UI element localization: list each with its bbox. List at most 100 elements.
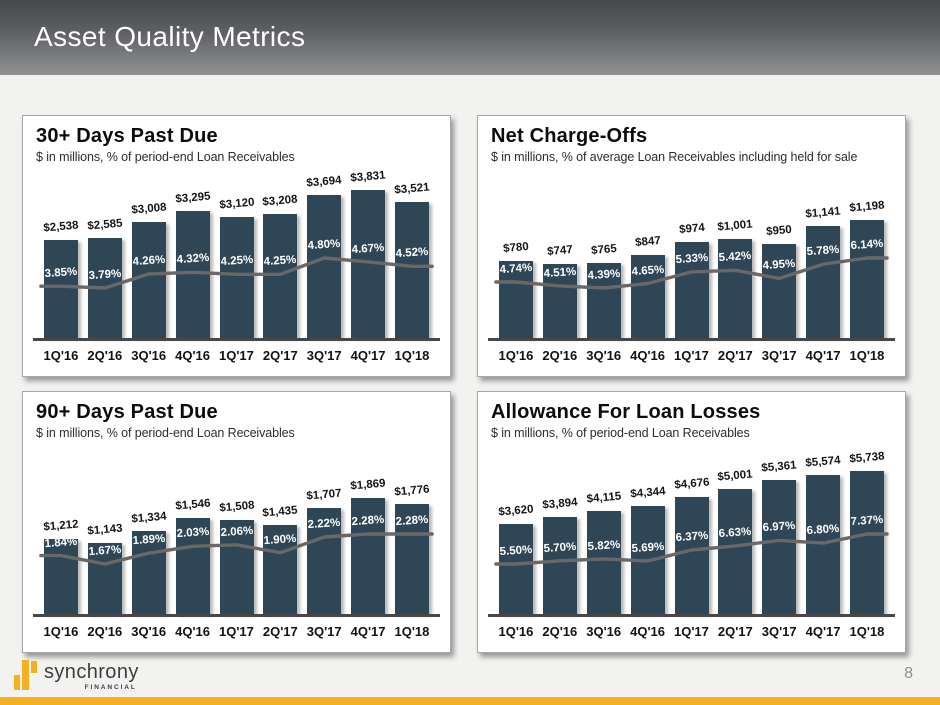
bar [498, 523, 533, 614]
x-axis-label: 1Q'17 [673, 348, 709, 363]
bar [674, 497, 709, 614]
bar [43, 239, 78, 338]
x-axis-label: 4Q'17 [805, 624, 841, 639]
x-axis-label: 3Q'16 [586, 348, 622, 363]
bar [87, 543, 122, 614]
chart-panel-90-days-past-due: 90+ Days Past Due $ in millions, % of pe… [22, 391, 451, 653]
x-axis-label: 1Q'17 [673, 624, 709, 639]
x-axis-label: 3Q'16 [131, 348, 167, 363]
x-axis-label: 2Q'16 [542, 624, 578, 639]
trend-line [39, 532, 434, 566]
bar [351, 498, 386, 614]
chart-title: 30+ Days Past Due [36, 125, 218, 147]
x-axis-label: 2Q'17 [717, 348, 753, 363]
bar [43, 538, 78, 614]
synchrony-logo-text: synchrony FINANCIAL [44, 662, 139, 691]
logo-subtext: FINANCIAL [84, 684, 137, 691]
bar [762, 244, 797, 338]
x-axis-label: 1Q'17 [218, 348, 254, 363]
bar [395, 503, 430, 614]
logo-wordmark: synchrony [44, 661, 139, 683]
trend-line [494, 532, 889, 566]
x-axis-label: 4Q'16 [630, 624, 666, 639]
bar [586, 262, 621, 338]
chart-title: 90+ Days Past Due [36, 401, 218, 423]
x-axis-label: 3Q'17 [306, 624, 342, 639]
bar [542, 516, 577, 614]
chart-plot: $2,538 $2,585 $3,008 $3,295 $3,120 $3,208 $3,6… [39, 168, 434, 338]
x-axis-label: 3Q'16 [131, 624, 167, 639]
x-axis-label: 1Q'16 [498, 348, 534, 363]
trend-line [494, 256, 889, 290]
bar [131, 221, 166, 338]
x-axis-label: 3Q'16 [586, 624, 622, 639]
x-axis-labels: 1Q'16 2Q'16 3Q'16 4Q'16 1Q'17 2Q'17 3Q'17 4Q'17… [39, 623, 434, 643]
synchrony-logo-bars-icon [14, 657, 38, 690]
bar [219, 520, 254, 614]
x-axis-label: 1Q'18 [394, 624, 430, 639]
x-axis-label: 2Q'16 [87, 348, 123, 363]
bar [718, 489, 753, 614]
x-axis-line [33, 338, 440, 341]
chart-plot: $3,620 $3,894 $4,115 $4,344 $4,676 $5,001 $5,3… [494, 444, 889, 614]
x-axis-label: 1Q'16 [43, 624, 79, 639]
page-number: 8 [904, 665, 913, 682]
trend-line [39, 256, 434, 290]
x-axis-line [33, 614, 440, 617]
bar [850, 220, 885, 338]
bar [674, 242, 709, 338]
x-axis-label: 1Q'17 [218, 624, 254, 639]
bar [263, 524, 298, 614]
x-axis-label: 3Q'17 [306, 348, 342, 363]
x-axis-label: 4Q'16 [175, 348, 211, 363]
bar [542, 264, 577, 338]
x-axis-label: 4Q'17 [350, 348, 386, 363]
bar [131, 531, 166, 614]
chart-subtitle: $ in millions, % of period-end Loan Rece… [491, 426, 750, 440]
x-axis-line [488, 614, 895, 617]
slide-header: Asset Quality Metrics [0, 0, 940, 75]
x-axis-label: 2Q'16 [87, 624, 123, 639]
slide-title: Asset Quality Metrics [34, 21, 306, 52]
x-axis-label: 2Q'17 [262, 624, 298, 639]
x-axis-label: 4Q'16 [175, 624, 211, 639]
bar [762, 480, 797, 614]
bar [219, 217, 254, 338]
chart-panel-30-days-past-due: 30+ Days Past Due $ in millions, % of pe… [22, 115, 451, 377]
x-axis-label: 4Q'17 [805, 348, 841, 363]
bar [263, 214, 298, 338]
slide-footer: synchrony FINANCIAL 8 [0, 653, 940, 697]
x-axis-label: 1Q'18 [394, 348, 430, 363]
x-axis-label: 4Q'16 [630, 348, 666, 363]
bar [850, 471, 885, 614]
chart-plot: $1,212 $1,143 $1,334 $1,546 $1,508 $1,435 $1,7… [39, 444, 434, 614]
x-axis-labels: 1Q'16 2Q'16 3Q'16 4Q'16 1Q'17 2Q'17 3Q'17 4Q'17… [494, 347, 889, 367]
bottom-accent-bar [0, 697, 940, 705]
x-axis-label: 2Q'17 [717, 624, 753, 639]
x-axis-label: 1Q'16 [43, 348, 79, 363]
x-axis-label: 1Q'18 [849, 348, 885, 363]
chart-subtitle: $ in millions, % of average Loan Receiva… [491, 150, 858, 164]
bar [586, 511, 621, 614]
bar [806, 225, 841, 338]
x-axis-label: 2Q'17 [262, 348, 298, 363]
chart-title: Allowance For Loan Losses [491, 401, 761, 423]
x-axis-labels: 1Q'16 2Q'16 3Q'16 4Q'16 1Q'17 2Q'17 3Q'17 4Q'17… [39, 347, 434, 367]
bar [630, 254, 665, 338]
x-axis-label: 3Q'17 [761, 624, 797, 639]
x-axis-line [488, 338, 895, 341]
x-axis-label: 1Q'16 [498, 624, 534, 639]
chart-plot: $780 $747 $765 $847 $974 $1,001 $950 $1,141 $1,1… [494, 168, 889, 338]
bar [718, 239, 753, 338]
x-axis-label: 2Q'16 [542, 348, 578, 363]
chart-panel-net-charge-offs: Net Charge-Offs $ in millions, % of aver… [477, 115, 906, 377]
bar [307, 195, 342, 338]
chart-title: Net Charge-Offs [491, 125, 648, 147]
x-axis-label: 3Q'17 [761, 348, 797, 363]
x-axis-label: 4Q'17 [350, 624, 386, 639]
bar [175, 518, 210, 614]
bar [498, 261, 533, 338]
chart-subtitle: $ in millions, % of period-end Loan Rece… [36, 426, 295, 440]
x-axis-label: 1Q'18 [849, 624, 885, 639]
